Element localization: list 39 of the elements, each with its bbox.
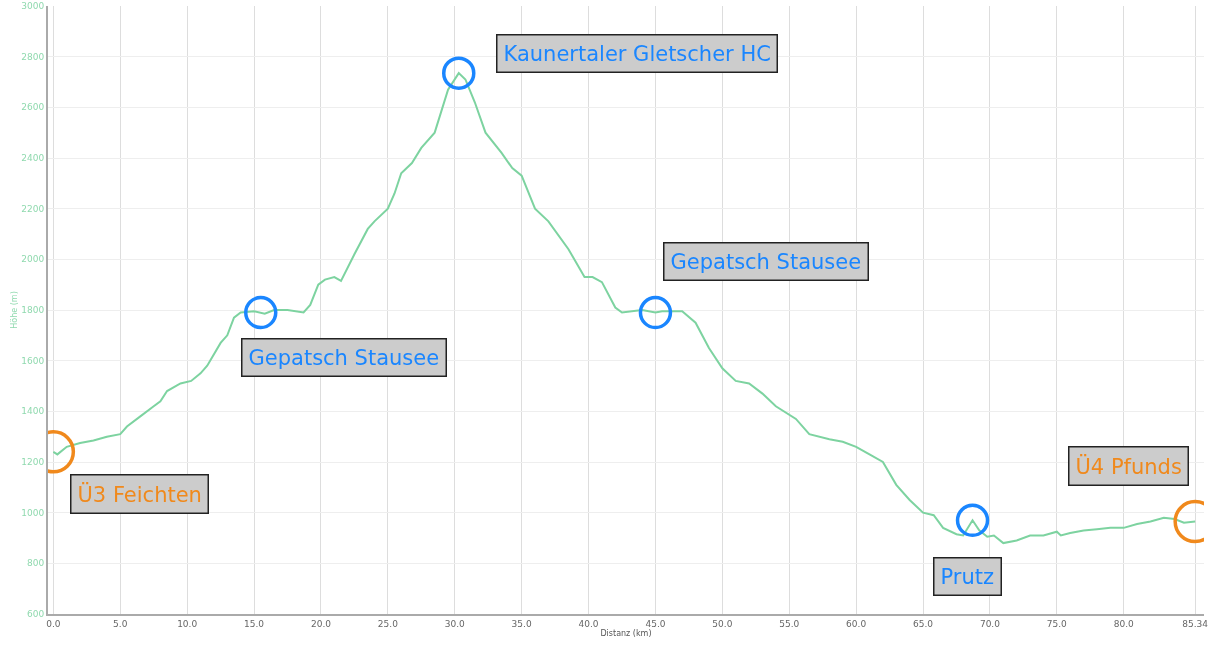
- x-tick-label: 5.0: [113, 618, 128, 629]
- annotation: Kaunertaler Gletscher HC: [503, 41, 771, 66]
- y-tick-label: 1800: [21, 305, 45, 316]
- y-tick-label: 2600: [21, 102, 45, 113]
- y-tick-label: 600: [27, 609, 45, 620]
- y-tick-label: 1200: [21, 457, 45, 468]
- annotation: Ü4 Pfunds: [1075, 453, 1182, 479]
- annotation: Gepatsch Stausee: [248, 345, 440, 370]
- y-axis-title: Höhe (m): [10, 291, 20, 329]
- x-tick-label: 65.0: [913, 618, 934, 629]
- x-tick-label: 40.0: [578, 618, 599, 629]
- y-tick-label: 3000: [21, 1, 45, 12]
- x-tick-label: 55.0: [779, 618, 800, 629]
- x-tick-label: 10.0: [177, 618, 198, 629]
- annotation: Prutz: [940, 564, 994, 589]
- y-tick-label: 2400: [21, 153, 45, 164]
- x-tick-label: 25.0: [377, 618, 399, 629]
- y-tick-label: 800: [27, 558, 45, 569]
- x-tick-label: 35.0: [511, 618, 532, 629]
- x-tick-label: 20.0: [310, 618, 332, 629]
- x-tick-label: 60.0: [846, 618, 867, 629]
- x-tick-label: 80.0: [1113, 618, 1135, 629]
- x-tick-label: 45.0: [645, 618, 666, 629]
- annotation: Ü3 Feichten: [77, 481, 202, 507]
- y-tick-label: 1000: [21, 507, 45, 518]
- x-tick-label: 70.0: [979, 618, 1001, 629]
- y-tick-label: 1400: [21, 406, 45, 417]
- x-tick-label: 75.0: [1046, 618, 1068, 629]
- x-axis-title: Distanz (km): [600, 628, 652, 638]
- x-tick-label: 85.34: [1182, 618, 1209, 629]
- y-tick-label: 1600: [21, 355, 45, 366]
- x-tick-label: 0.0: [46, 618, 61, 629]
- x-tick-label: 30.0: [444, 618, 466, 629]
- y-tick-label: 2200: [21, 203, 45, 214]
- x-tick-label: 50.0: [712, 618, 733, 629]
- y-tick-label: 2000: [21, 254, 45, 265]
- y-tick-label: 2800: [21, 51, 45, 62]
- annotation: Gepatsch Stausee: [670, 249, 862, 274]
- x-tick-label: 15.0: [244, 618, 265, 629]
